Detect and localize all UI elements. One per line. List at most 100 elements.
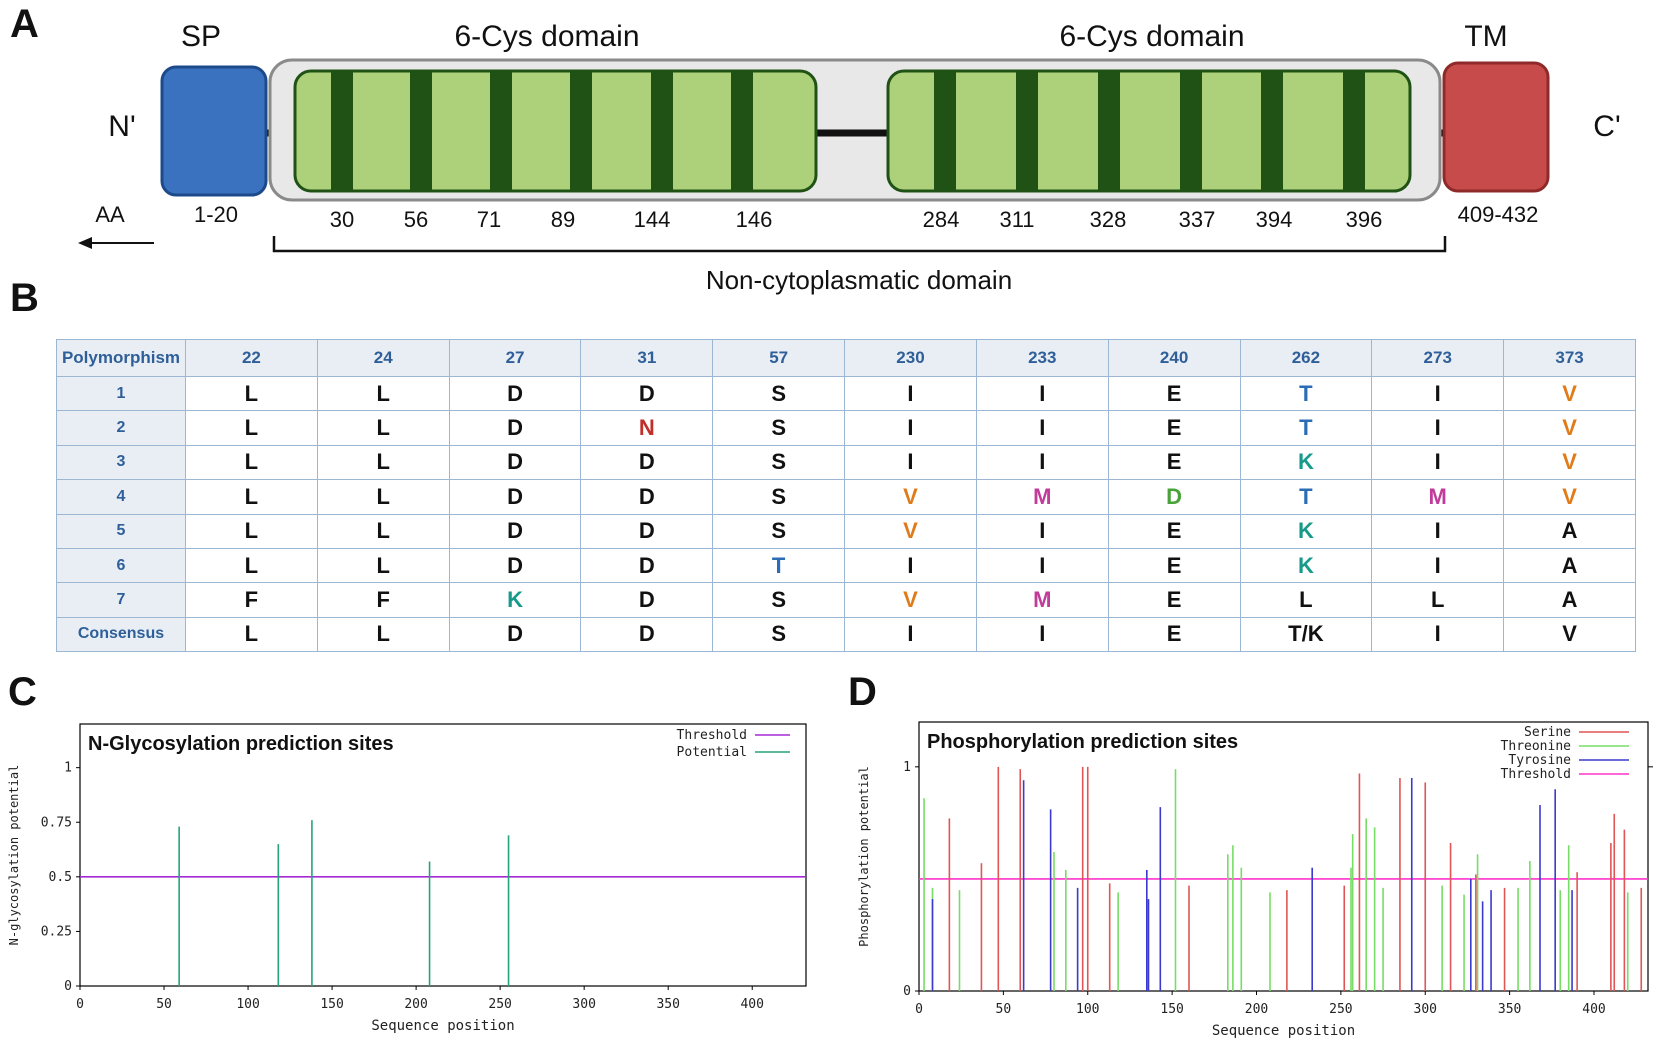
table-cell: I	[844, 444, 977, 481]
table-cell: L	[185, 616, 318, 653]
panel-letter-d: D	[848, 670, 877, 714]
table-header-row: Polymorphism 22 24 27 31 57 230 233 240 262 273 373	[56, 339, 1636, 377]
cys-band	[490, 72, 512, 190]
domain2-body	[886, 69, 1412, 193]
y-tick-label: 0.5	[49, 870, 72, 885]
table-cell: S	[712, 444, 846, 481]
table-cell: I	[1371, 547, 1505, 584]
domain1-label: 6-Cys domain	[454, 20, 639, 53]
plot-frame	[79, 723, 807, 987]
panel-letter-a: A	[10, 2, 39, 46]
table-cell: D	[580, 375, 714, 412]
cys-position: 30	[330, 207, 354, 232]
x-tick-label: 50	[996, 1002, 1012, 1017]
table-cell: D	[580, 513, 714, 549]
table-position-header: 57	[712, 339, 846, 377]
table-cell: S	[712, 513, 846, 549]
table-cell: K	[1239, 547, 1373, 584]
table-cell: M	[1371, 479, 1505, 515]
legend-label: Potential	[677, 745, 747, 760]
x-tick-label: 100	[1076, 1002, 1099, 1017]
table-cell: V	[1503, 375, 1636, 412]
table-row-label: 7	[56, 582, 186, 618]
table-cell: E	[1107, 547, 1241, 584]
table-cell: I	[975, 513, 1109, 549]
tm-box	[1442, 61, 1550, 193]
table-cell: K	[1239, 444, 1373, 481]
table-row-label: 5	[56, 513, 186, 549]
table-cell: D	[580, 582, 714, 618]
table-position-header: 373	[1503, 339, 1636, 377]
x-tick-label: 200	[404, 997, 427, 1012]
plot-frame	[918, 721, 1649, 992]
table-cell: N	[580, 410, 714, 446]
table-cell: M	[975, 479, 1109, 515]
cys-band	[731, 72, 753, 190]
table-cell: I	[975, 444, 1109, 481]
x-tick-label: 150	[1160, 1002, 1183, 1017]
table-cell: E	[1107, 616, 1241, 653]
table-cell: I	[844, 410, 977, 446]
cys-position: 146	[736, 207, 773, 232]
table-cell: T/K	[1239, 616, 1373, 653]
table-corner-header: Polymorphism	[56, 339, 186, 377]
panel-letter-c: C	[8, 670, 37, 714]
table-cell: D	[448, 375, 582, 412]
table-position-header: 233	[975, 339, 1109, 377]
sp-box	[160, 65, 268, 197]
table-row-label: 3	[56, 444, 186, 481]
panel-letter-b: B	[10, 276, 39, 320]
table-row: Consensus L L D D S I I E T/K I V	[56, 616, 1636, 653]
table-cell: I	[844, 375, 977, 412]
cys-band	[1098, 72, 1120, 190]
cys-band	[410, 72, 432, 190]
cys-band	[1180, 72, 1202, 190]
table-cell: V	[1503, 444, 1636, 481]
table-cell: I	[844, 616, 977, 653]
x-tick-label: 350	[1498, 1002, 1521, 1017]
table-cell: I	[1371, 444, 1505, 481]
non-cytoplasmic-label: Non-cytoplasmatic domain	[706, 265, 1012, 295]
table-cell: V	[844, 582, 977, 618]
x-axis-label: Sequence position	[1212, 1023, 1355, 1039]
table-cell: D	[580, 479, 714, 515]
cys-position: 394	[1256, 207, 1293, 232]
x-tick-label: 400	[1582, 1002, 1605, 1017]
table-cell: L	[185, 410, 318, 446]
sp-range: 1-20	[194, 202, 238, 227]
x-tick-label: 150	[320, 997, 343, 1012]
table-cell: D	[448, 444, 582, 481]
table-cell: I	[844, 547, 977, 584]
table-cell: L	[316, 616, 450, 653]
tm-range: 409-432	[1458, 202, 1539, 227]
table-cell: I	[1371, 410, 1505, 446]
x-tick-label: 300	[1414, 1002, 1437, 1017]
x-tick-label: 300	[572, 997, 595, 1012]
table-cell: L	[185, 375, 318, 412]
y-tick-label: 0.75	[41, 815, 72, 830]
table-cell: L	[316, 444, 450, 481]
table-cell: D	[448, 616, 582, 653]
table-cell: F	[185, 582, 318, 618]
table-cell: I	[1371, 616, 1505, 653]
n-glycosylation-chart: N-Glycosylation prediction sites 0 50 100 15…	[7, 723, 807, 1034]
table-cell: I	[975, 616, 1109, 653]
table-cell: I	[975, 547, 1109, 584]
table-cell: L	[185, 513, 318, 549]
x-tick-label: 200	[1245, 1002, 1268, 1017]
table-cell: I	[1371, 375, 1505, 412]
chart-title: Phosphorylation prediction sites	[927, 731, 1238, 753]
x-tick-label: 250	[488, 997, 511, 1012]
x-tick-label: 0	[76, 997, 84, 1012]
table-cell: A	[1503, 513, 1636, 549]
table-position-header: 31	[580, 339, 714, 377]
table-row-label: 4	[56, 479, 186, 515]
table-cell: D	[580, 616, 714, 653]
table-cell: V	[1503, 479, 1636, 515]
table-cell: K	[1239, 513, 1373, 549]
table-cell: S	[712, 616, 846, 653]
c-terminus-label: C'	[1593, 110, 1620, 143]
